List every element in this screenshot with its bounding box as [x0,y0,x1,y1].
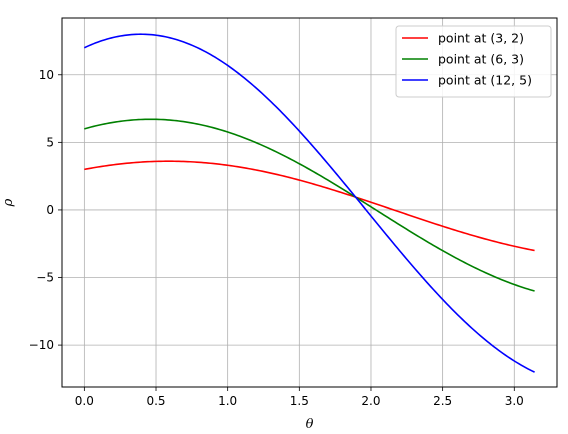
plot-frame [61,17,558,388]
x-tick-label: 3.0 [505,394,524,408]
x-tick-label: 2.0 [361,394,380,408]
series-line-3 [84,33,535,373]
y-axis-label: ρ [1,198,16,207]
series-lines [84,33,535,373]
y-tick-label: 0 [46,203,54,217]
x-tick-label: 0.5 [146,394,165,408]
legend: point at (3, 2) point at (6, 3) point at (… [395,25,552,98]
x-tick-label: 1.0 [218,394,237,408]
legend-label: point at (12, 5) [438,73,532,88]
x-tick-label: 1.5 [290,394,309,408]
series-line-2 [84,118,535,292]
legend-box [395,25,552,98]
x-tick-label: 2.5 [433,394,452,408]
axis-ticks: 0.0 0.5 1.0 1.5 2.0 2.5 3.0 −10 −5 0 5 10 [29,68,524,408]
series-line-1 [84,160,535,252]
y-tick-label: −5 [36,271,54,285]
x-tick-label: 0.0 [75,394,94,408]
y-tick-label: 10 [39,68,54,82]
x-axis-label: θ [306,417,314,432]
legend-label: point at (3, 2) [438,31,524,46]
y-tick-label: 5 [46,135,54,149]
legend-label: point at (6, 3) [438,52,524,67]
y-tick-label: −10 [29,338,54,352]
